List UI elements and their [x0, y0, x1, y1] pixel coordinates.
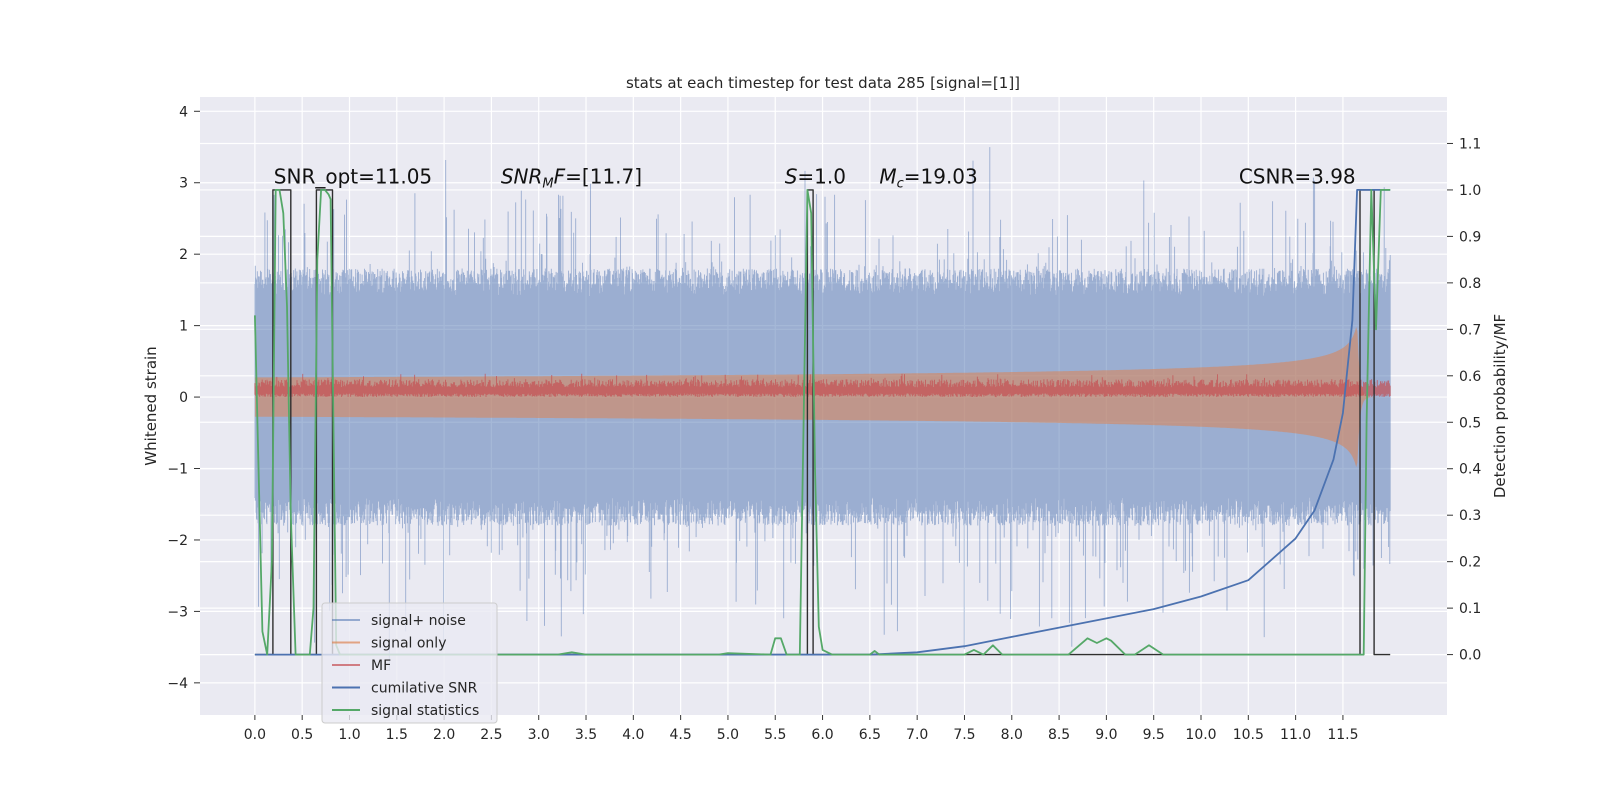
y-right-tick-label: 0.2	[1459, 555, 1481, 571]
x-tick-label: 8.5	[1048, 727, 1070, 743]
y-axis-right-label: Detection probability/MF	[1491, 314, 1509, 498]
x-tick-label: 8.0	[1001, 727, 1023, 743]
y-left-tick-label: 3	[179, 176, 188, 192]
y-right-tick-label: 0.9	[1459, 229, 1481, 245]
x-tick-label: 11.0	[1280, 727, 1311, 743]
annotations: SNR_opt=11.05 SNRMF=[11.7] S=1.0 Mc=19.03 CS…	[274, 165, 1356, 192]
legend-label: signal statistics	[371, 703, 479, 719]
x-tick-label: 1.0	[338, 727, 360, 743]
x-tick-label: 10.0	[1185, 727, 1216, 743]
x-tick-label: 1.5	[386, 727, 408, 743]
x-tick-label: 6.0	[811, 727, 833, 743]
series-signal-statistics	[254, 188, 1391, 656]
series-cumulative-snr	[254, 188, 1391, 656]
y-right-tick-label: 1.0	[1459, 183, 1481, 199]
series-layer	[254, 147, 1391, 670]
annotation-text: S=1.0	[785, 165, 846, 189]
x-tick-label: 3.0	[528, 727, 550, 743]
x-tick-label: 7.5	[953, 727, 975, 743]
y-axis-left: −4 −3 −2 −1 0 1 2 3 4	[167, 104, 200, 692]
y-right-tick-label: 0.8	[1459, 276, 1481, 292]
x-tick-label: 6.5	[859, 727, 881, 743]
legend-box	[321, 602, 498, 724]
y-right-tick-label: 0.7	[1459, 322, 1481, 338]
legend-label: cumilative SNR	[371, 681, 478, 697]
y-right-tick-label: 0.0	[1459, 648, 1481, 664]
x-tick-label: 7.0	[906, 727, 928, 743]
y-left-tick-label: −3	[167, 604, 188, 620]
y-right-tick-label: 1.1	[1459, 136, 1481, 152]
series-mf	[254, 373, 1391, 398]
x-tick-label: 2.0	[433, 727, 455, 743]
y-left-tick-label: −4	[167, 676, 188, 692]
y-right-tick-label: 0.4	[1459, 462, 1481, 478]
x-tick-label: 0.0	[244, 727, 266, 743]
legend: signal+ noise signal only MF cumilative SNR…	[321, 602, 498, 724]
y-axis-right: 0.0 0.1 0.2 0.3 0.4 0.5 0.6 0.7 0.8 0.9 1.0 1.1	[1447, 136, 1481, 664]
x-tick-label: 5.0	[717, 727, 739, 743]
y-left-tick-label: 0	[179, 390, 188, 406]
y-left-tick-label: 2	[179, 247, 188, 263]
annotation-text: CSNR=3.98	[1239, 165, 1356, 189]
x-tick-label: 3.5	[575, 727, 597, 743]
x-tick-label: 10.5	[1233, 727, 1264, 743]
x-tick-label: 4.0	[622, 727, 644, 743]
x-tick-label: 9.0	[1095, 727, 1117, 743]
legend-label: MF	[371, 658, 391, 674]
y-axis-left-label: Whitened strain	[142, 346, 160, 465]
y-right-tick-label: 0.3	[1459, 508, 1481, 524]
x-tick-label: 2.5	[480, 727, 502, 743]
y-right-tick-label: 0.6	[1459, 369, 1481, 385]
annotation-text: SNR_opt=11.05	[274, 165, 432, 189]
legend-label: signal only	[371, 636, 446, 652]
x-tick-label: 11.5	[1327, 727, 1358, 743]
x-tick-label: 0.5	[291, 727, 313, 743]
x-tick-label: 4.5	[670, 727, 692, 743]
chart-title: stats at each timestep for test data 285…	[626, 74, 1020, 92]
x-tick-label: 9.5	[1143, 727, 1165, 743]
y-right-tick-label: 0.5	[1459, 415, 1481, 431]
y-right-tick-label: 0.1	[1459, 601, 1481, 617]
y-left-tick-label: 1	[179, 319, 188, 335]
x-axis: 0.0 0.5 1.0 1.5 2.0 2.5 3.0 3.5 4.0 4.5 5.0 5.5 6.0 6…	[244, 715, 1359, 743]
y-left-tick-label: 4	[179, 104, 188, 120]
x-tick-label: 5.5	[764, 727, 786, 743]
series-signal-only	[254, 327, 1391, 468]
legend-label: signal+ noise	[371, 613, 466, 629]
y-left-tick-label: −2	[167, 533, 188, 549]
annotation-text: SNRMF=[11.7]	[501, 165, 642, 192]
annotation-text: Mc=19.03	[879, 165, 977, 192]
y-left-tick-label: −1	[167, 462, 188, 478]
